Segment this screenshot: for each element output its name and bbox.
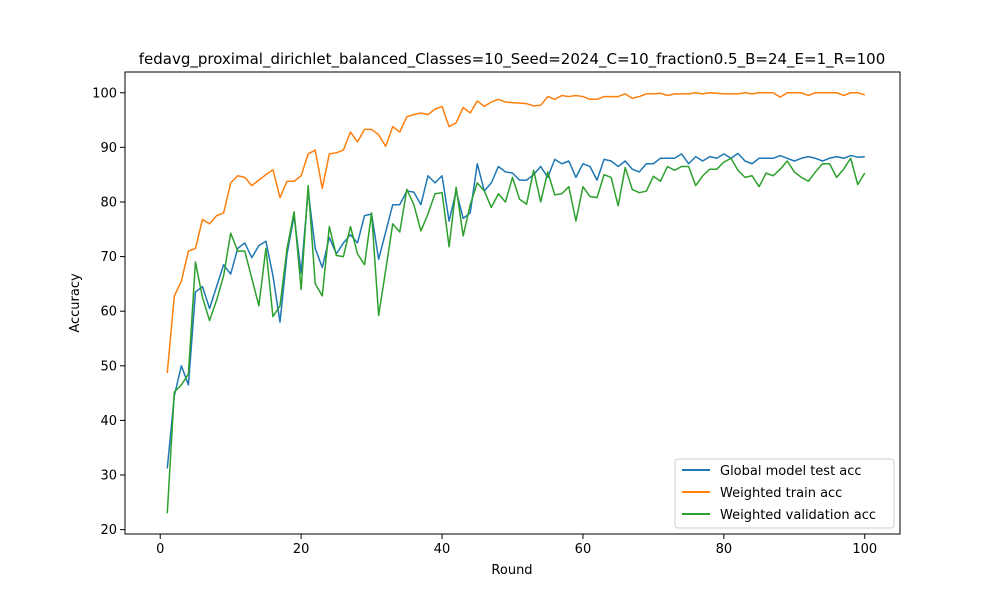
chart-title: fedavg_proximal_dirichlet_balanced_Class… [139, 50, 886, 69]
x-axis-ticks: 0 20 40 60 80 100 [156, 534, 877, 557]
x-axis-label: Round [491, 563, 532, 578]
plot-area [125, 72, 900, 534]
y-axis-label: Accuracy [68, 273, 83, 333]
legend-label-weighted-train: Weighted train acc [720, 486, 842, 501]
series-line-weighted-train [166, 92, 865, 373]
y-tick-label: 70 [100, 250, 117, 265]
x-tick-label: 100 [852, 542, 877, 557]
y-tick-label: 100 [92, 86, 117, 101]
x-tick-label: 80 [716, 542, 733, 557]
legend-label-global-test: Global model test acc [720, 464, 862, 479]
x-tick-label: 40 [434, 542, 451, 557]
y-tick-label: 80 [100, 195, 117, 210]
y-tick-label: 50 [100, 359, 117, 374]
legend-label-weighted-validation: Weighted validation acc [720, 508, 876, 523]
x-tick-label: 0 [156, 542, 164, 557]
y-tick-label: 40 [100, 414, 117, 429]
y-tick-label: 90 [100, 141, 117, 156]
series-line-global-test [166, 152, 865, 469]
y-axis-ticks: 20 30 40 50 60 70 80 90 100 [92, 86, 125, 538]
legend: Global model test acc Weighted train acc… [674, 458, 895, 529]
x-tick-label: 60 [575, 542, 592, 557]
plot-frame [124, 71, 901, 535]
y-tick-label: 20 [100, 523, 117, 538]
y-tick-label: 30 [100, 469, 117, 484]
legend-frame [674, 458, 895, 529]
series-line-weighted-validation [166, 157, 866, 514]
x-tick-label: 20 [293, 542, 310, 557]
series-layer [166, 92, 866, 514]
y-tick-label: 60 [100, 305, 117, 320]
